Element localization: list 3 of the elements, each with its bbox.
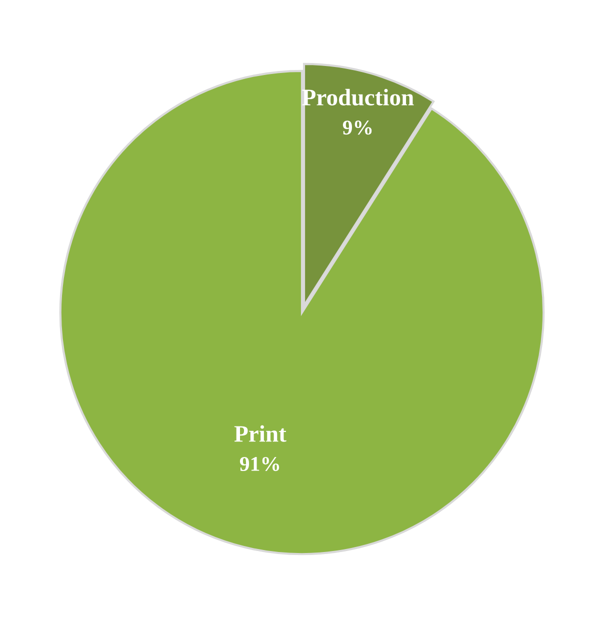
data-label: 9% [342, 120, 372, 135]
data-label: 91% [240, 456, 280, 472]
slice-label: Print [234, 425, 286, 442]
